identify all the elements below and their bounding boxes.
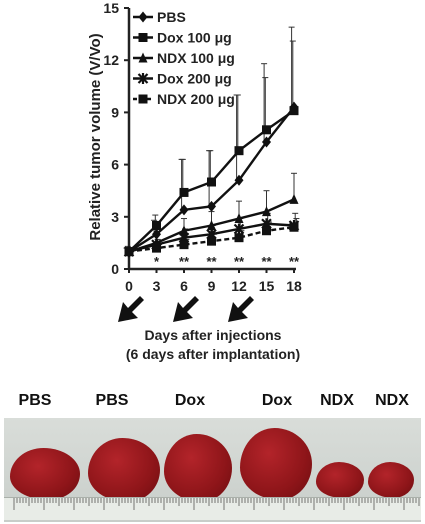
photo-label-dox-1: Dox bbox=[174, 392, 206, 409]
data-point bbox=[138, 33, 148, 42]
injection-arrows bbox=[118, 296, 254, 322]
x-tick-label: 6 bbox=[180, 278, 188, 294]
tumor-dox-1 bbox=[164, 434, 232, 502]
x-tick-label: 0 bbox=[125, 278, 133, 294]
tumor-ndx-2 bbox=[368, 462, 414, 498]
data-point bbox=[289, 106, 299, 116]
injection-arrow bbox=[228, 296, 254, 322]
data-point bbox=[262, 125, 271, 135]
y-tick-label: 9 bbox=[111, 104, 119, 120]
data-point bbox=[207, 200, 216, 212]
photo-label-dox-2: Dox bbox=[261, 392, 293, 409]
tumor-ndx-1 bbox=[316, 462, 364, 498]
data-point bbox=[234, 233, 244, 243]
data-point bbox=[207, 220, 216, 230]
injection-arrow bbox=[173, 296, 199, 322]
data-point bbox=[234, 213, 244, 224]
data-point bbox=[138, 11, 148, 23]
x-tick-label: 3 bbox=[153, 278, 161, 294]
legend-entry: NDX 200 μg bbox=[157, 91, 235, 107]
x-tick-label: 15 bbox=[259, 278, 275, 294]
tumor-pbs-2 bbox=[88, 438, 160, 502]
chart-axes: 0 3 6 9 12 15 0 3 6 9 12 15 18 bbox=[103, 0, 302, 294]
y-tick-label: 0 bbox=[111, 261, 119, 277]
y-tick-label: 12 bbox=[103, 52, 119, 68]
x-axis-label: Days after injections bbox=[145, 327, 282, 343]
data-point bbox=[289, 222, 299, 232]
data-point bbox=[179, 240, 189, 250]
photo-labels: PBS PBS Dox Dox NDX NDX bbox=[0, 392, 425, 414]
significance-mark: ** bbox=[289, 254, 300, 269]
x-tick-label: 18 bbox=[286, 278, 302, 294]
photo-label-pbs-1: PBS bbox=[18, 392, 52, 409]
data-point bbox=[234, 146, 244, 156]
data-point bbox=[233, 223, 245, 235]
legend-entry: Dox 200 μg bbox=[157, 71, 232, 87]
data-point bbox=[152, 228, 161, 240]
tumor-photo bbox=[4, 418, 421, 522]
data-point bbox=[207, 177, 216, 187]
data-point bbox=[207, 236, 216, 246]
chart-legend: PBS Dox 100 μg NDX 100 μg Dox 200 μg NDX 200… bbox=[133, 9, 235, 107]
ruler bbox=[4, 497, 421, 520]
series-markers bbox=[123, 101, 300, 258]
legend-entry: PBS bbox=[157, 9, 186, 25]
y-tick-label: 3 bbox=[111, 209, 119, 225]
significance-mark: ** bbox=[234, 254, 245, 269]
x-axis-sublabel: (6 days after implantation) bbox=[126, 346, 300, 362]
photo-label-pbs-2: PBS bbox=[95, 392, 129, 409]
significance-mark: ** bbox=[261, 254, 272, 269]
photo-label-ndx-1: NDX bbox=[320, 392, 354, 409]
data-point bbox=[152, 221, 161, 230]
significance-mark: * bbox=[154, 254, 160, 269]
legend-entry: Dox 100 μg bbox=[157, 30, 232, 46]
significance-marks: * ** ** ** ** ** bbox=[154, 254, 300, 269]
tumor-pbs-1 bbox=[10, 448, 80, 500]
tumor-dox-2 bbox=[240, 428, 312, 500]
data-point bbox=[262, 206, 271, 217]
data-point bbox=[152, 243, 161, 253]
injection-arrow bbox=[118, 296, 144, 322]
data-point bbox=[289, 193, 299, 204]
data-point bbox=[179, 225, 189, 236]
y-axis-label: Relative tumor volume (V/Vo) bbox=[87, 33, 104, 240]
legend-entry: NDX 100 μg bbox=[157, 50, 235, 66]
y-tick-label: 15 bbox=[103, 0, 119, 16]
data-point bbox=[262, 226, 271, 236]
data-point bbox=[138, 52, 148, 63]
data-point bbox=[137, 73, 149, 84]
significance-mark: ** bbox=[206, 254, 217, 269]
significance-mark: ** bbox=[179, 254, 190, 269]
data-point bbox=[138, 94, 148, 104]
data-point bbox=[179, 187, 189, 197]
data-point bbox=[179, 204, 189, 216]
data-point bbox=[234, 174, 244, 186]
y-tick-label: 6 bbox=[111, 157, 119, 173]
photo-label-ndx-2: NDX bbox=[375, 392, 409, 409]
data-point bbox=[262, 136, 271, 148]
data-point bbox=[124, 247, 134, 257]
x-tick-label: 9 bbox=[208, 278, 216, 294]
x-tick-label: 12 bbox=[231, 278, 247, 294]
